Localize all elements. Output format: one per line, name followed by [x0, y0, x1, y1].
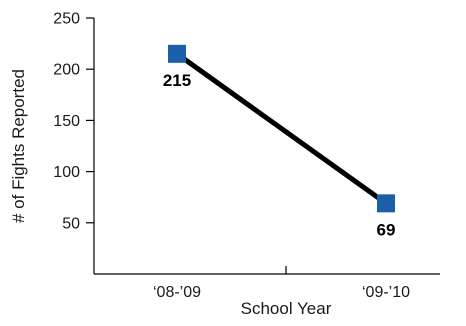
- data-point-marker: [377, 194, 395, 213]
- y-tick-label: 50: [62, 215, 80, 232]
- series: [168, 44, 395, 213]
- y-ticks: 50 100 150 200 250: [53, 11, 94, 232]
- x-ticks: ‘08-’09 ‘09-’10: [153, 284, 410, 301]
- data-label: 69: [377, 220, 396, 239]
- x-tick-label: ‘09-’10: [362, 284, 410, 301]
- data-point-marker: [168, 44, 186, 63]
- y-tick-label: 200: [53, 62, 80, 79]
- data-labels: 215 69: [163, 71, 396, 240]
- data-label: 215: [163, 71, 191, 90]
- y-tick-label: 250: [53, 11, 80, 28]
- x-axis-title: School Year: [241, 299, 332, 318]
- y-tick-label: 150: [53, 113, 80, 130]
- series-line: [174, 51, 389, 206]
- axes: [93, 18, 440, 275]
- x-tick-label: ‘08-’09: [153, 284, 201, 301]
- y-tick-label: 100: [53, 164, 80, 181]
- y-axis-title: # of Fights Reported: [9, 69, 28, 223]
